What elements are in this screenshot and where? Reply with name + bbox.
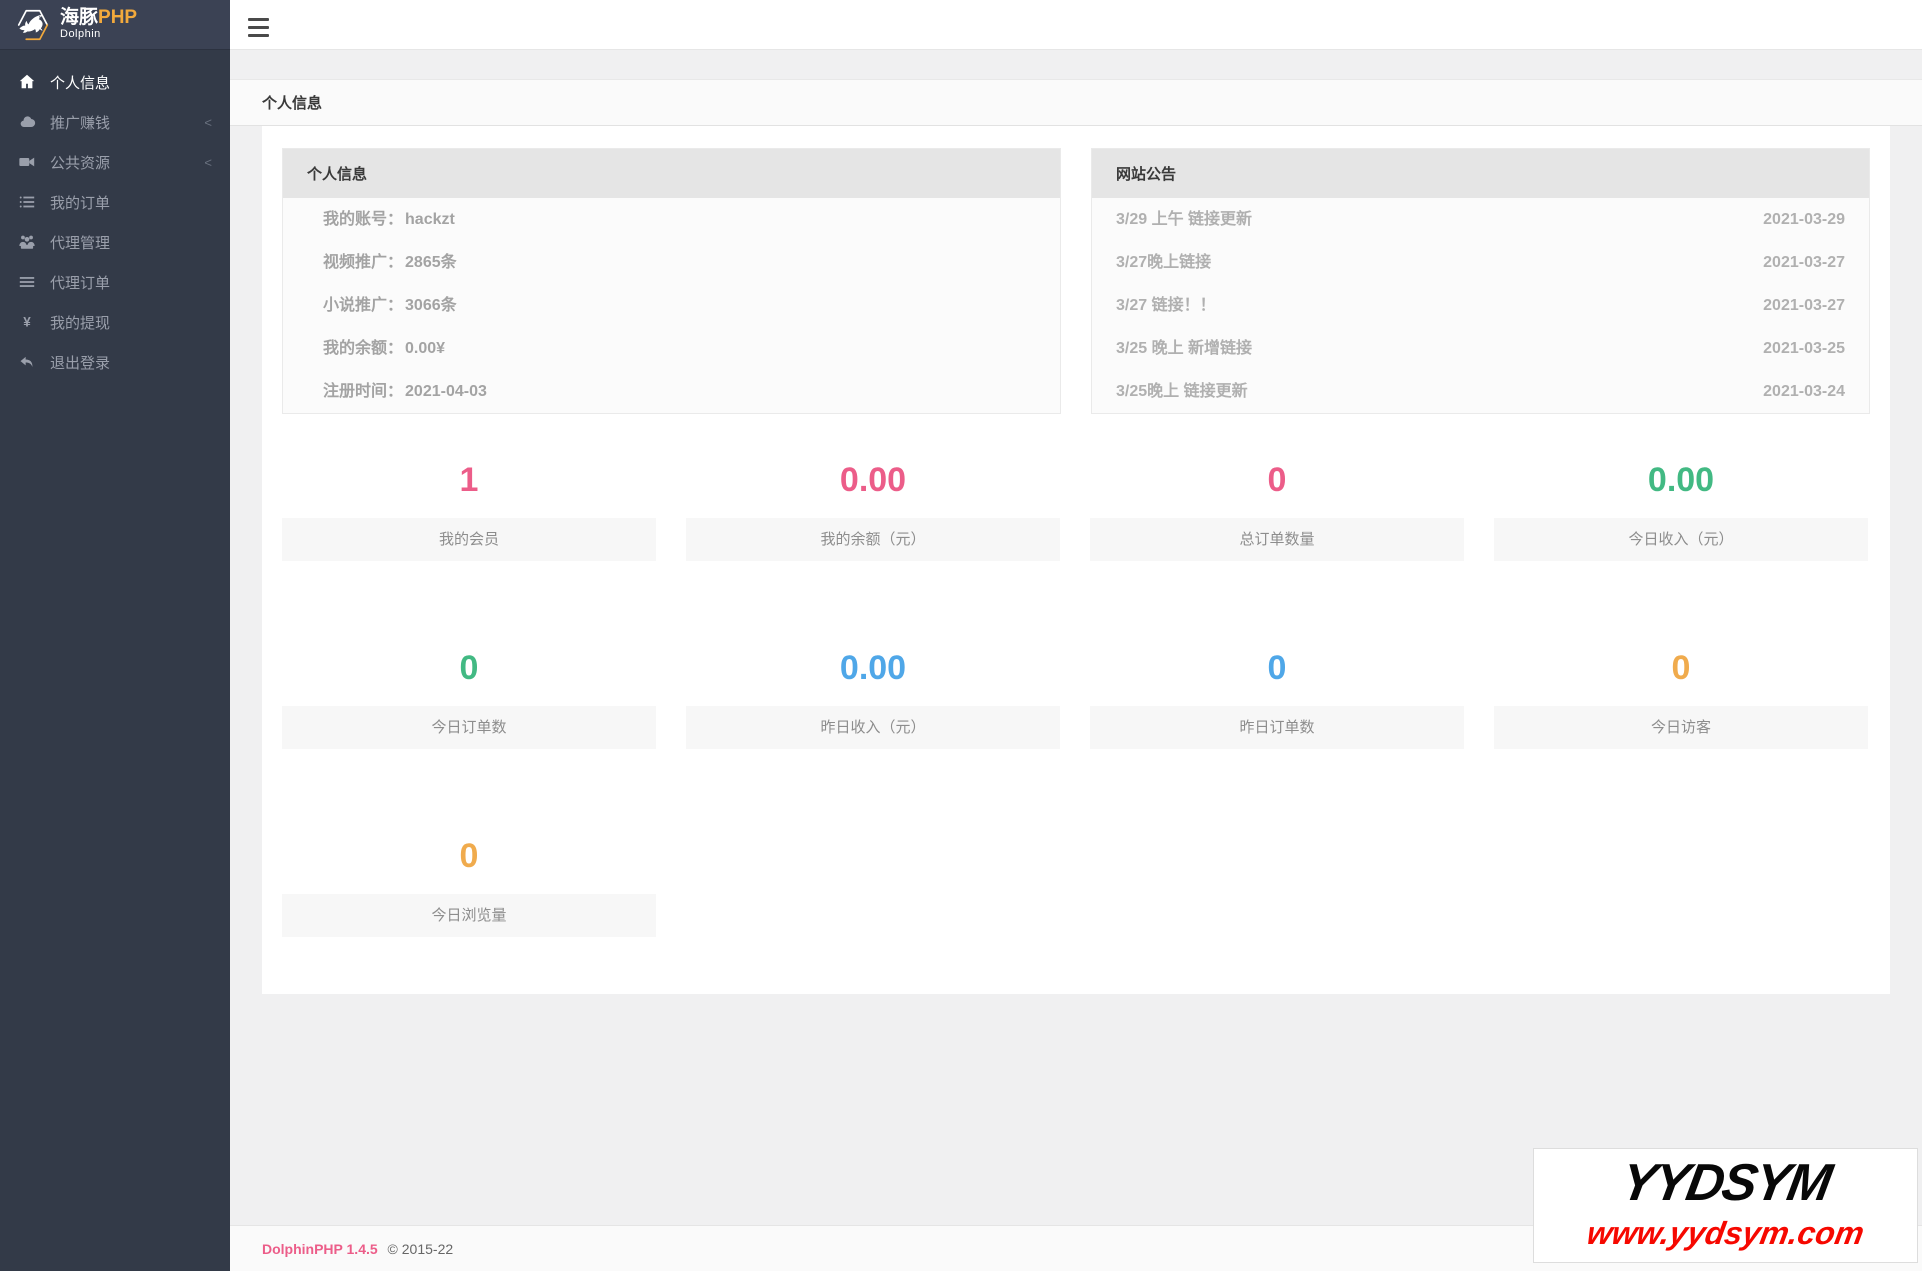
svg-text:¥: ¥ <box>23 315 31 330</box>
